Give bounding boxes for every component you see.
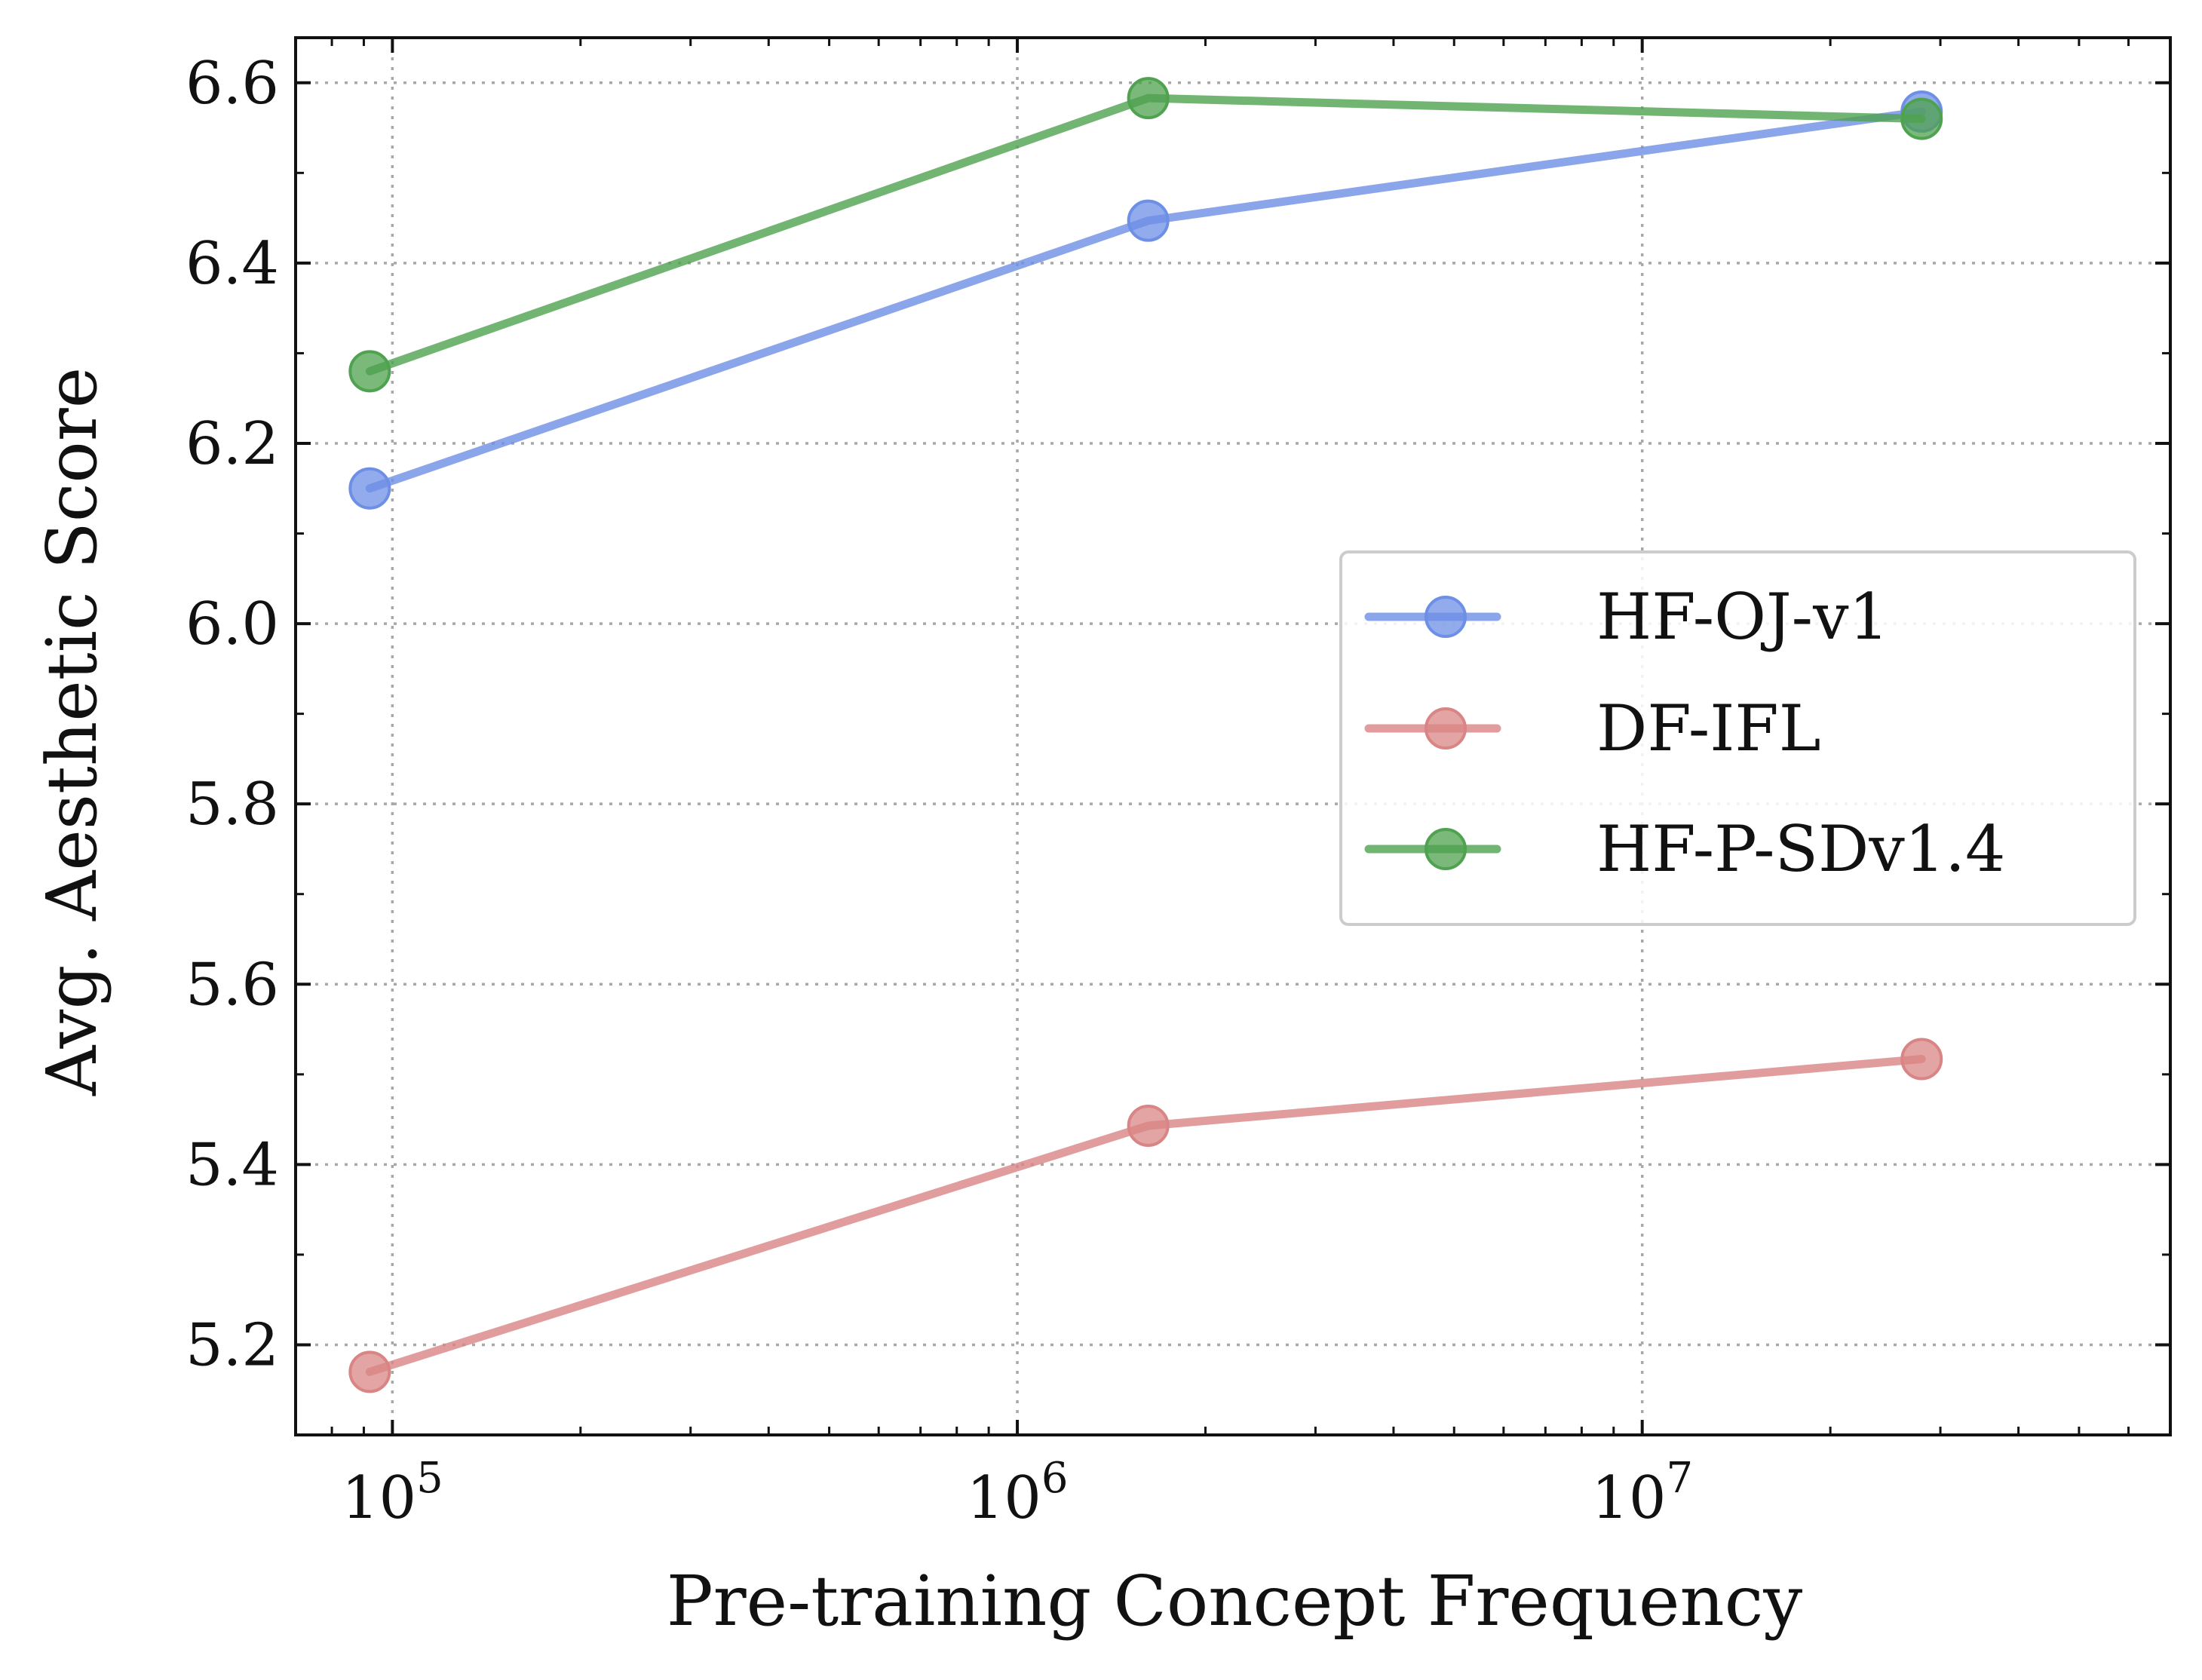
legend-label-df-ifl: DF-IFL bbox=[1596, 691, 1821, 765]
x-tick-label-base: 10 bbox=[342, 1464, 416, 1532]
x-tick-label: 106 bbox=[967, 1454, 1069, 1532]
x-tick-labels: 105 106 107 bbox=[342, 1454, 1693, 1532]
y-axis-title: Avg. Aesthetic Score bbox=[32, 367, 112, 1096]
y-tick-label: 5.4 bbox=[186, 1131, 279, 1199]
data-point-hf-p-sdv1-4 bbox=[1127, 77, 1170, 120]
x-tick-label-exponent: 5 bbox=[416, 1454, 443, 1503]
legend-items: HF-OJ-v1 DF-IFL HF-P-SDv1.4 bbox=[1364, 580, 2005, 886]
x-tick-label-base: 10 bbox=[967, 1464, 1041, 1532]
y-tick-label: 5.6 bbox=[186, 951, 279, 1019]
y-tick-label: 5.2 bbox=[186, 1311, 279, 1379]
y-tick-labels: 5.2 5.4 5.6 5.8 6.0 6.2 6.4 6.6 bbox=[186, 50, 279, 1380]
tick-layer bbox=[294, 38, 2172, 1436]
legend-label-hf-oj-v1: HF-OJ-v1 bbox=[1596, 580, 1889, 654]
legend-marker-hf-p-sdv1-4 bbox=[1425, 828, 1467, 870]
data-point-df-ifl bbox=[348, 1350, 391, 1393]
x-tick-label-exponent: 6 bbox=[1041, 1454, 1069, 1503]
y-tick-label: 5.8 bbox=[186, 771, 279, 838]
y-tick-label: 6.0 bbox=[186, 590, 279, 658]
legend-box bbox=[1339, 550, 2136, 926]
legend-marker-df-ifl bbox=[1425, 707, 1467, 750]
x-tick-label-base: 10 bbox=[1591, 1464, 1666, 1532]
series-layer bbox=[348, 77, 1943, 1393]
series-line-hf-oj-v1 bbox=[365, 107, 1926, 493]
data-point-hf-oj-v1 bbox=[1127, 199, 1170, 242]
data-point-hf-oj-v1 bbox=[348, 467, 391, 510]
data-point-df-ifl bbox=[1900, 1038, 1943, 1081]
data-point-hf-p-sdv1-4 bbox=[1900, 97, 1943, 140]
legend-marker-hf-oj-v1 bbox=[1425, 596, 1467, 638]
y-tick-label: 6.4 bbox=[186, 230, 279, 298]
plot-frame bbox=[294, 36, 2172, 1436]
x-tick-label: 107 bbox=[1591, 1454, 1693, 1532]
y-tick-label: 6.6 bbox=[186, 50, 279, 118]
data-point-hf-p-sdv1-4 bbox=[348, 350, 391, 393]
x-axis-title: Pre-training Concept Frequency bbox=[667, 1561, 1802, 1642]
data-point-df-ifl bbox=[1127, 1104, 1170, 1147]
x-tick-label-exponent: 7 bbox=[1667, 1454, 1694, 1503]
y-tick-label: 6.2 bbox=[186, 410, 279, 478]
legend-label-hf-p-sdv1-4: HF-P-SDv1.4 bbox=[1596, 812, 2005, 886]
x-tick-label: 105 bbox=[342, 1454, 443, 1532]
legend: HF-OJ-v1 DF-IFL HF-P-SDv1.4 bbox=[1339, 550, 2136, 926]
